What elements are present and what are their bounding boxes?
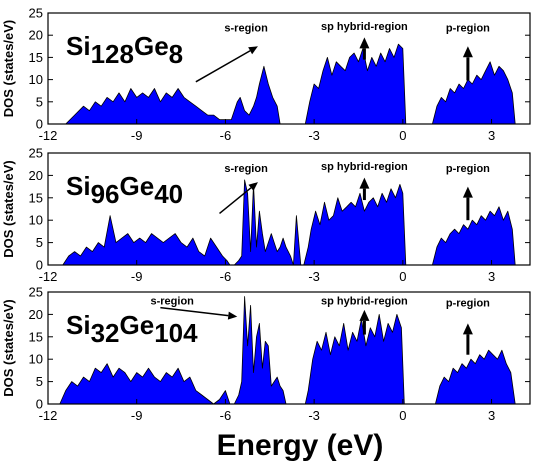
x-tick-label: -9 — [131, 128, 143, 143]
composition-subscript: 96 — [91, 179, 120, 209]
dos-panel-1: 0 5 10 15 20 25 -12 -9 -6 -3 0 3 DOS (states/eV) Si12… — [1, 6, 531, 143]
composition-element: Ge — [134, 31, 169, 61]
region-annotation: sp hybrid-region — [321, 21, 408, 33]
composition-subscript: 128 — [91, 39, 134, 69]
x-tick-label: -6 — [220, 408, 232, 423]
x-tick-label: -9 — [131, 408, 143, 423]
composition-subscript: 8 — [169, 39, 183, 69]
y-axis-title: DOS (states/eV) — [1, 20, 16, 118]
region-annotation: s-region — [224, 163, 268, 175]
annotation-arrow-shaft — [195, 50, 251, 83]
annotation-arrow-head — [359, 37, 370, 49]
x-tick-label: -3 — [308, 128, 320, 143]
annotation-arrow-head — [248, 46, 258, 55]
region-annotation: s-region — [224, 23, 268, 35]
annotation-arrow-head — [462, 323, 473, 335]
region-annotation: p-region — [446, 23, 490, 35]
x-axis-title: Energy (eV) — [217, 429, 384, 462]
y-tick-label: 5 — [36, 374, 43, 389]
composition-label: Si96Ge40 — [66, 171, 183, 209]
y-tick-label: 5 — [36, 235, 43, 250]
dos-area-series-1 — [59, 296, 516, 405]
dos-area-series-1 — [62, 179, 516, 266]
panel-frame — [47, 12, 531, 125]
y-tick-label: 15 — [29, 329, 43, 344]
composition-subscript: 40 — [154, 179, 183, 209]
x-tick-label: -12 — [39, 408, 58, 423]
y-axis-title: DOS (states/eV) — [1, 299, 16, 397]
x-tick-label: -12 — [39, 269, 58, 284]
panel-frame — [47, 152, 531, 266]
y-axis-title: DOS (states/eV) — [1, 160, 16, 258]
dos-panel-2: 0 5 10 15 20 25 -12 -9 -6 -3 0 3 DOS (states/eV) Si96… — [1, 146, 531, 284]
region-annotation: sp hybrid-region — [321, 161, 408, 173]
y-tick-label: 0 — [36, 117, 43, 132]
x-tick-label: 3 — [488, 269, 495, 284]
annotation-arrow-head — [248, 182, 258, 191]
y-tick-label: 15 — [29, 190, 43, 205]
composition-label: Si128Ge8 — [66, 31, 183, 69]
y-tick-label: 25 — [29, 285, 43, 300]
y-tick-label: 20 — [29, 307, 43, 322]
y-tick-label: 10 — [29, 352, 43, 367]
y-tick-label: 20 — [29, 168, 43, 183]
x-tick-label: -3 — [308, 408, 320, 423]
y-tick-label: 25 — [29, 146, 43, 161]
y-tick-label: 0 — [36, 397, 43, 412]
annotation-arrow-head — [227, 311, 238, 320]
composition-element: Ge — [120, 310, 155, 340]
region-annotation: s-region — [150, 296, 194, 308]
composition-element: Si — [66, 310, 91, 340]
composition-element: Ge — [120, 171, 155, 201]
composition-subscript: 32 — [91, 318, 120, 348]
y-tick-label: 10 — [29, 72, 43, 87]
composition-subscript: 104 — [154, 318, 198, 348]
x-tick-label: 0 — [399, 128, 406, 143]
annotation-arrow-head — [462, 186, 473, 198]
x-tick-label: -12 — [39, 128, 58, 143]
x-tick-label: 0 — [399, 269, 406, 284]
x-tick-label: 0 — [399, 408, 406, 423]
x-tick-label: -6 — [220, 269, 232, 284]
dos-area-series-1 — [65, 43, 516, 125]
region-annotation: p-region — [446, 297, 490, 309]
y-tick-label: 25 — [29, 6, 43, 21]
region-annotation: p-region — [446, 163, 490, 175]
x-tick-label: 3 — [488, 408, 495, 423]
annotation-arrow-shaft — [160, 306, 229, 317]
annotation-arrow-head — [359, 309, 370, 321]
y-tick-label: 20 — [29, 28, 43, 43]
composition-element: Si — [66, 171, 91, 201]
region-annotation: sp hybrid-region — [321, 296, 408, 308]
x-tick-label: 3 — [488, 128, 495, 143]
y-tick-label: 15 — [29, 50, 43, 65]
x-tick-label: -9 — [131, 269, 143, 284]
dos-panel-3: 0 5 10 15 20 25 -12 -9 -6 -3 0 3 DOS (states/eV) Si32… — [1, 285, 531, 423]
annotation-arrow-shaft — [219, 187, 252, 215]
annotation-arrow-head — [462, 46, 473, 58]
x-tick-label: -3 — [308, 269, 320, 284]
annotation-arrow-head — [359, 177, 370, 189]
composition-element: Si — [66, 31, 91, 61]
composition-label: Si32Ge104 — [66, 310, 198, 348]
y-tick-label: 10 — [29, 213, 43, 228]
x-tick-label: -6 — [220, 128, 232, 143]
y-tick-label: 0 — [36, 258, 43, 273]
y-tick-label: 5 — [36, 94, 43, 109]
panel-frame — [47, 291, 531, 405]
